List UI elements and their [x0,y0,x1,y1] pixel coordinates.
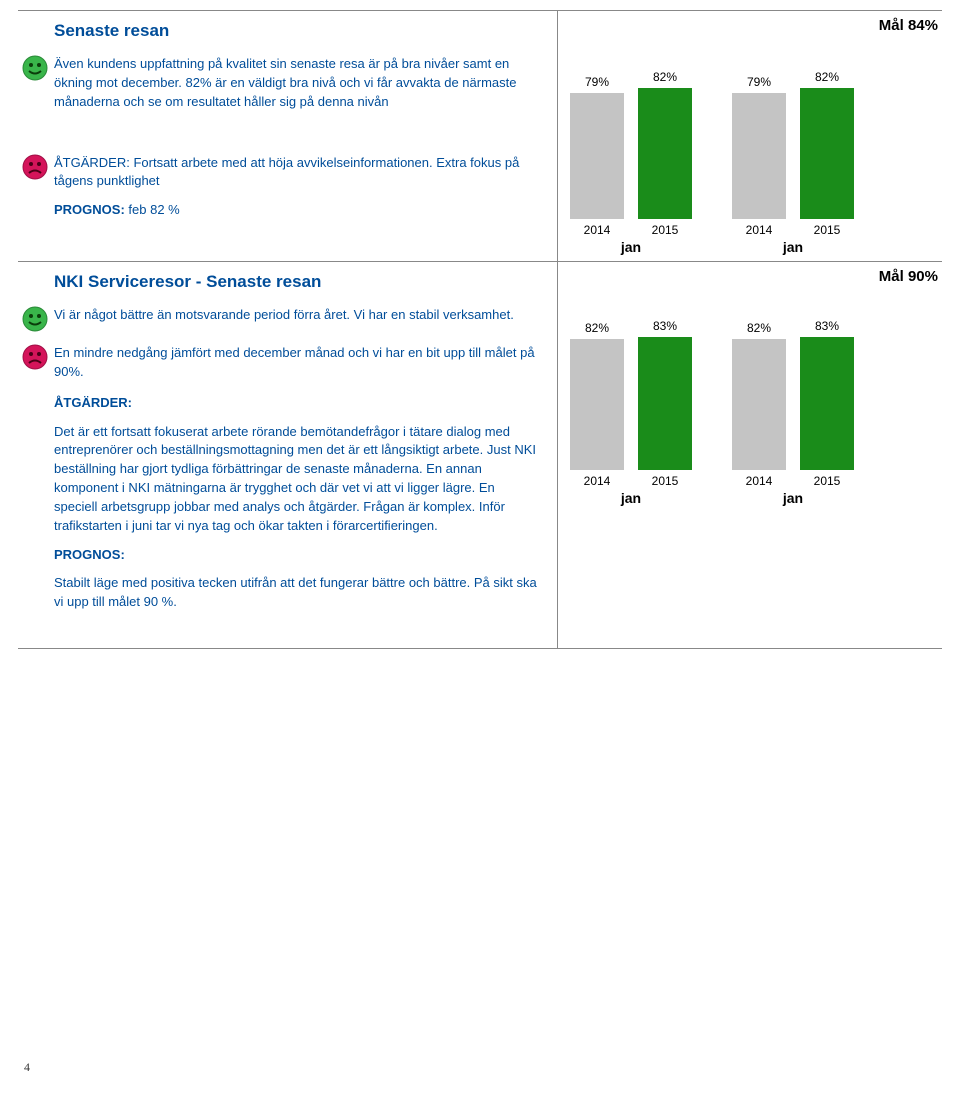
bar-value-label: 82% [815,70,839,84]
bar: 83% 2015 [638,319,692,488]
bar-category-label: 2015 [652,223,679,237]
bar-rect [638,337,692,470]
bar: 82% 2014 [732,321,786,488]
paragraph-3: PROGNOS: feb 82 % [54,201,539,220]
right-column: Mål 90% 82% 2014 83% 2015 jan 82% 2014 83% 2015 j… [558,262,942,648]
bar-category-label: 2014 [584,474,611,488]
bar: 82% 2014 [570,321,624,488]
sad-face-icon [22,344,48,370]
bar-pair: 79% 2014 82% 2015 jan [570,57,692,255]
bar-value-label: 82% [585,321,609,335]
bar: 82% 2015 [638,70,692,237]
atgarder-label: ÅTGÄRDER: [54,394,539,413]
bar-pair: 82% 2014 83% 2015 jan [732,308,854,506]
text-row: ÅTGÄRDER: Fortsatt arbete med att höja a… [22,154,539,231]
atgarder-text: Det är ett fortsatt fokuserat arbete rör… [54,423,539,536]
bar: 83% 2015 [800,319,854,488]
text-row: ÅTGÄRDER: Det är ett fortsatt fokuserat … [22,394,539,622]
paragraph-2: ÅTGÄRDER: Fortsatt arbete med att höja a… [54,154,539,192]
bar-rect [570,339,624,470]
happy-face-icon [22,55,48,81]
bars-group: 82% 2014 83% 2015 [570,308,692,488]
happy-face-icon [22,306,48,332]
x-axis-label: jan [783,239,803,255]
bar-pair: 79% 2014 82% 2015 jan [732,57,854,255]
prognos-text: Stabilt läge med positiva tecken utifrån… [54,574,539,612]
goal-label: Mål 90% [879,268,938,285]
bar-category-label: 2014 [746,474,773,488]
bar-rect [570,93,624,219]
bar-value-label: 83% [815,319,839,333]
paragraph-2: En mindre nedgång jämfört med december m… [54,344,539,382]
bars-group: 79% 2014 82% 2015 [732,57,854,237]
page-number: 4 [24,1060,30,1075]
bar-rect [800,337,854,470]
goal-label: Mål 84% [879,17,938,34]
left-column: Senaste resan Även kundens uppfattning p… [18,11,558,261]
sad-face-icon [22,154,48,180]
bars-group: 82% 2014 83% 2015 [732,308,854,488]
bar-category-label: 2015 [814,474,841,488]
atgarder-block: ÅTGÄRDER: Det är ett fortsatt fokuserat … [54,394,539,622]
bar-category-label: 2015 [814,223,841,237]
section-title: NKI Serviceresor - Senaste resan [54,272,539,292]
bar-category-label: 2015 [652,474,679,488]
x-axis-label: jan [621,490,641,506]
bar-category-label: 2014 [746,223,773,237]
bar-category-label: 2014 [584,223,611,237]
bar-value-label: 79% [585,75,609,89]
text-row: Även kundens uppfattning på kvalitet sin… [22,55,539,112]
bar-value-label: 82% [747,321,771,335]
section-nki-serviceresor: NKI Serviceresor - Senaste resan Vi är n… [18,261,942,649]
bar-rect [732,93,786,219]
bar-value-label: 82% [653,70,677,84]
bar: 79% 2014 [732,75,786,237]
x-axis-label: jan [783,490,803,506]
chart-nki: 82% 2014 83% 2015 jan 82% 2014 83% 2015 jan [570,308,942,506]
prognos-label: PROGNOS: [54,546,539,565]
bar-rect [638,88,692,219]
text-row: Vi är något bättre än motsvarande period… [22,306,539,332]
paragraph-1: Även kundens uppfattning på kvalitet sin… [54,55,539,112]
bar-value-label: 79% [747,75,771,89]
bar-rect [800,88,854,219]
bar-value-label: 83% [653,319,677,333]
paragraph-1: Vi är något bättre än motsvarande period… [54,306,539,325]
left-column: NKI Serviceresor - Senaste resan Vi är n… [18,262,558,648]
x-axis-label: jan [621,239,641,255]
atgarder-block: ÅTGÄRDER: Fortsatt arbete med att höja a… [54,154,539,231]
bar: 79% 2014 [570,75,624,237]
bars-group: 79% 2014 82% 2015 [570,57,692,237]
chart-senaste-resan: 79% 2014 82% 2015 jan 79% 2014 82% 2015 jan [570,57,942,255]
section-title: Senaste resan [54,21,539,41]
bar-pair: 82% 2014 83% 2015 jan [570,308,692,506]
right-column: Mål 84% 79% 2014 82% 2015 jan 79% 2014 82% 2015 j… [558,11,942,261]
bar: 82% 2015 [800,70,854,237]
text-row: En mindre nedgång jämfört med december m… [22,344,539,382]
bar-rect [732,339,786,470]
section-senaste-resan: Senaste resan Även kundens uppfattning p… [18,10,942,262]
